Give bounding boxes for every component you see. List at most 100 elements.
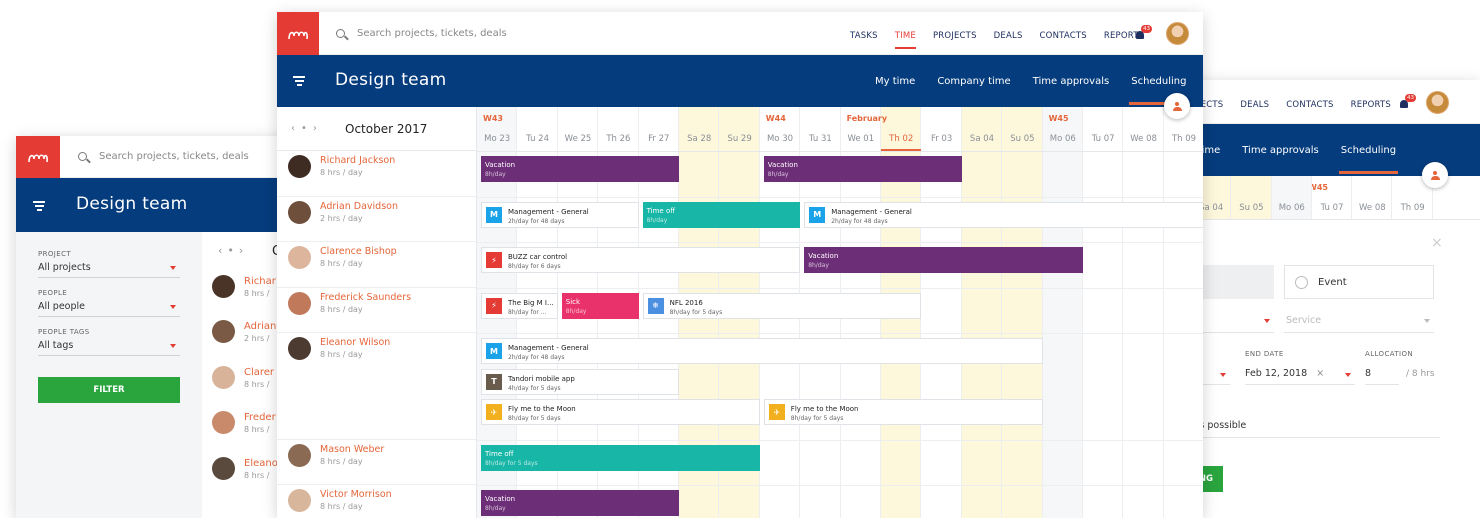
booking-bar[interactable]: Vacation 8h/day [481, 490, 679, 516]
project-select[interactable]: All projects [38, 258, 180, 278]
nav-contacts[interactable]: CONTACTS [1286, 100, 1334, 110]
app-logo[interactable] [16, 136, 60, 178]
booking-bar[interactable]: Vacation 8h/day [804, 247, 1083, 273]
day-label[interactable]: Th 02 [881, 107, 922, 151]
day-label[interactable]: Tu 07 [1320, 203, 1344, 213]
nav-projects[interactable]: PROJECTS [932, 31, 977, 41]
day-label[interactable]: Mo 06 [1278, 203, 1305, 213]
app-logo[interactable] [277, 12, 319, 55]
people-select[interactable]: All people [38, 297, 180, 317]
list-item[interactable]: Clarer 8 hrs / [212, 366, 274, 389]
booking-bar[interactable]: Vacation 8h/day [763, 156, 962, 182]
booking-bar[interactable]: M Management - General 2h/day for 48 days [804, 201, 1203, 228]
person-name[interactable]: Adrian Davidson [320, 200, 398, 212]
nav-deals[interactable]: DEALS [1240, 100, 1270, 110]
day-label[interactable]: Su 05 [1239, 203, 1264, 213]
day-label[interactable]: Sa 28 [687, 134, 712, 144]
person-row[interactable]: Adrian Davidson 2 hrs / day [277, 197, 477, 242]
booking-bar[interactable]: M Management - General 2h/day for 48 days [481, 201, 639, 228]
booking-bar[interactable]: ✈ Fly me to the Moon 8h/day for 5 days [481, 399, 760, 425]
list-item[interactable]: Adrian 2 hrs / [212, 320, 276, 343]
day-label[interactable]: Tu 24 [526, 134, 549, 144]
nav-time[interactable]: TIME [895, 31, 916, 49]
day-label[interactable]: Fr 03 [930, 134, 953, 144]
day-label[interactable]: Mo 30 [766, 134, 794, 144]
allocation-input[interactable]: 8 [1365, 365, 1399, 385]
add-person-button[interactable] [1422, 162, 1448, 188]
person-name[interactable]: Richard Jackson [320, 155, 396, 166]
person-row[interactable]: Mason Weber 8 hrs / day [277, 440, 477, 485]
date-nav-arrows[interactable]: ‹•› [291, 123, 323, 134]
person-name[interactable]: Victor Morrison [320, 489, 392, 500]
subnav-company-time[interactable]: Company time [937, 76, 1011, 87]
subnav-my-time[interactable]: My time [875, 76, 916, 87]
booking-bar[interactable]: T Tandori mobile app 4h/day for 5 days [481, 368, 679, 395]
person-name[interactable]: Clarence Bishop [320, 246, 397, 257]
day-label[interactable]: Tu 07 [1091, 134, 1115, 144]
person-row[interactable]: Victor Morrison 8 hrs / day [277, 485, 477, 518]
list-item[interactable]: Eleano 8 hrs / [212, 457, 278, 480]
booking-bar[interactable]: ❄ NFL 2016 8h/day for 5 days [642, 292, 922, 319]
service-field[interactable]: Service [1284, 311, 1434, 333]
day-label[interactable]: We 01 [847, 134, 875, 144]
search-input[interactable]: Search projects, tickets, deals [336, 28, 507, 39]
day-label[interactable]: Th 09 [1171, 134, 1197, 144]
search-input[interactable]: Search projects, tickets, deals [78, 151, 249, 162]
person-name[interactable]: Mason Weber [320, 443, 385, 455]
tags-select[interactable]: All tags [38, 336, 180, 356]
nav-tasks[interactable]: TASKS [850, 31, 878, 41]
nav-projects[interactable]: JECTS [1198, 100, 1224, 110]
person-row[interactable]: Richard Jackson 8 hrs / day [277, 151, 477, 197]
list-item[interactable]: Richar 8 hrs / [212, 275, 276, 298]
booking-bar[interactable]: ✈ Fly me to the Moon 8h/day for 5 days [763, 399, 1043, 425]
booking-bar[interactable]: ⚡ The Big M I... 8h/day for ... [481, 292, 558, 319]
end-date-field[interactable]: Feb 12, 2018 × [1245, 365, 1355, 385]
date-nav-arrows[interactable]: ‹•› [218, 244, 249, 257]
person-name[interactable]: Eleanor Wilson [320, 337, 391, 348]
booking-bar[interactable]: Sick 8h/day [561, 292, 639, 319]
day-label[interactable]: Fr 27 [648, 134, 670, 144]
nav-contacts[interactable]: CONTACTS [1039, 31, 1087, 41]
bell-icon[interactable]: 43 [1135, 25, 1152, 40]
person-row[interactable]: Frederick Saunders 8 hrs / day [277, 288, 477, 333]
nav-reports[interactable]: REPORTS [1350, 100, 1391, 110]
subnav-time-approvals[interactable]: Time approvals [1032, 76, 1110, 87]
day-label[interactable]: Mo 23 [484, 134, 511, 144]
person-row[interactable]: Eleanor Wilson 8 hrs / day [277, 333, 477, 440]
booking-bar[interactable]: M Management - General 2h/day for 48 days [481, 338, 1043, 364]
booking-bar[interactable]: Vacation 8h/day [481, 156, 679, 182]
day-label[interactable]: We 08 [1359, 203, 1386, 213]
project-field[interactable] [1160, 311, 1274, 333]
close-icon[interactable]: × [1431, 235, 1443, 251]
menu-icon[interactable] [293, 76, 305, 88]
type-toggle-event[interactable]: Event [1284, 265, 1434, 299]
booking-bar[interactable]: Time off 8h/day for 5 days [481, 444, 760, 471]
day-label[interactable]: We 25 [564, 134, 592, 144]
day-label[interactable]: Sa 04 [1199, 203, 1224, 213]
user-avatar[interactable] [1426, 91, 1449, 114]
clear-icon[interactable]: × [1316, 368, 1325, 379]
add-person-button[interactable] [1164, 93, 1190, 119]
day-label[interactable]: We 08 [1130, 134, 1157, 144]
list-item[interactable]: Freder 8 hrs / [212, 411, 276, 434]
day-label[interactable]: Th 26 [606, 134, 631, 144]
filter-button[interactable]: FILTER [38, 377, 180, 403]
nav-reports[interactable]: REPORTS [1103, 31, 1145, 41]
bell-icon[interactable]: 43 [1399, 94, 1416, 109]
subnav-scheduling[interactable]: Scheduling [1338, 145, 1399, 174]
user-avatar[interactable] [1166, 22, 1189, 45]
day-label[interactable]: Tu 31 [808, 134, 832, 144]
day-label[interactable]: Th 09 [1400, 203, 1425, 213]
day-label[interactable]: Sa 04 [969, 134, 995, 144]
person-row[interactable]: Clarence Bishop 8 hrs / day [277, 242, 477, 288]
day-label[interactable]: Su 29 [727, 134, 752, 144]
day-label[interactable]: Mo 06 [1049, 134, 1076, 144]
asap-option[interactable]: s soon as possible [1160, 420, 1440, 438]
subnav-scheduling[interactable]: Scheduling [1129, 76, 1189, 105]
subnav-time-approvals[interactable]: Time approvals [1242, 145, 1319, 156]
booking-bar[interactable]: Time off 8h/day [642, 201, 801, 228]
booking-bar[interactable]: ⚡ BUZZ car control 8h/day for 6 days [481, 247, 801, 273]
nav-deals[interactable]: DEALS [993, 31, 1023, 41]
menu-icon[interactable] [33, 201, 45, 213]
person-name[interactable]: Frederick Saunders [320, 291, 412, 303]
